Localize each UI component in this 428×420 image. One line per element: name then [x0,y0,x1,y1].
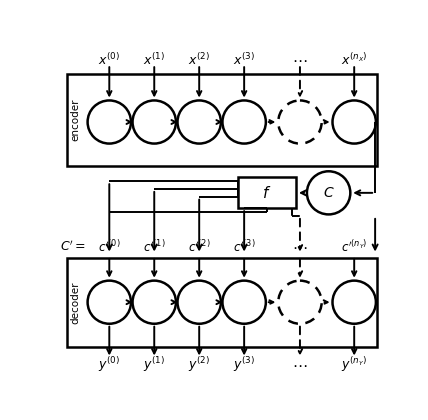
Text: $x^{(n_X)}$: $x^{(n_X)}$ [341,52,367,68]
Text: $C$: $C$ [323,186,334,200]
Text: $y^{(1)}$: $y^{(1)}$ [143,355,165,374]
Bar [68,258,377,347]
Text: $x^{(1)}$: $x^{(1)}$ [143,52,165,68]
Text: $\cdots$: $\cdots$ [292,239,308,254]
Bar [68,74,377,166]
Text: $f$: $f$ [262,185,272,201]
Text: $x^{(2)}$: $x^{(2)}$ [188,52,210,68]
Text: $\cdots$: $\cdots$ [292,357,308,372]
Text: $c'^{(n_Y)}$: $c'^{(n_Y)}$ [341,239,368,255]
Text: $y^{(2)}$: $y^{(2)}$ [188,355,210,374]
Text: $y^{(3)}$: $y^{(3)}$ [233,355,255,374]
Text: $\cdots$: $\cdots$ [292,52,308,67]
Text: decoder: decoder [70,281,80,324]
Text: $c'^{(3)}$: $c'^{(3)}$ [233,239,256,255]
Text: $y^{(n_Y)}$: $y^{(n_Y)}$ [341,355,367,374]
Text: $x^{(3)}$: $x^{(3)}$ [233,52,255,68]
Text: $y^{(0)}$: $y^{(0)}$ [98,355,120,374]
Text: $c'^{(1)}$: $c'^{(1)}$ [143,239,166,255]
Bar [238,177,296,208]
Text: $C' =$: $C' =$ [59,239,86,254]
Text: $c'^{(0)}$: $c'^{(0)}$ [98,239,121,255]
Text: encoder: encoder [70,98,80,141]
Text: $c'^{(2)}$: $c'^{(2)}$ [188,239,211,255]
Text: $x^{(0)}$: $x^{(0)}$ [98,52,120,68]
